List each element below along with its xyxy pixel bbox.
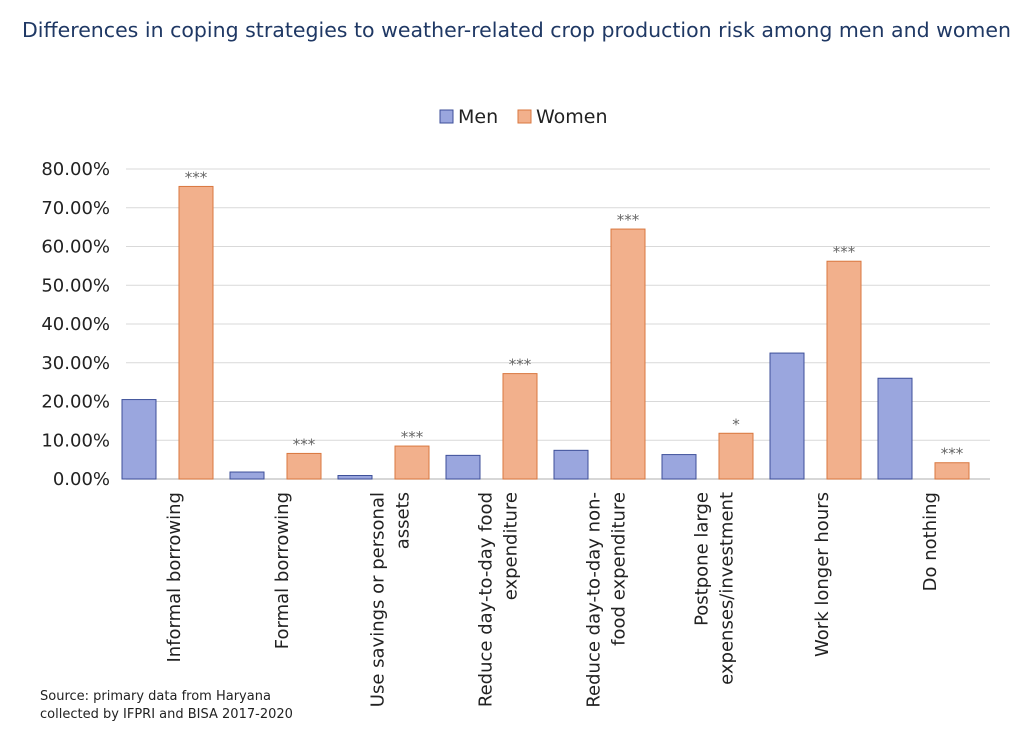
x-category-label-line: Formal borrowing [272,492,293,649]
y-tick-label: 60.00% [41,237,110,258]
x-category-label-line: Reduce day-to-day food [476,492,497,707]
x-category-label: Reduce day-to-day non-food expenditure [584,492,630,708]
source-note: Source: primary data from Haryana collec… [40,688,293,724]
significance-marker: *** [617,211,640,229]
x-category-label-line: food expenditure [609,492,630,646]
source-line-2: collected by IFPRI and BISA 2017-2020 [40,707,293,722]
y-tick-label: 80.00% [41,159,110,180]
bar-women [934,462,970,480]
bar-women [718,432,754,480]
x-category-label: Work longer hours [812,492,833,657]
x-category-label: Informal borrowing [164,492,185,663]
x-category-label-line: Do nothing [920,492,941,591]
bar-men [877,377,913,480]
x-category-label-line: Postpone large [692,492,713,626]
significance-marker: *** [833,243,856,261]
y-tick-label: 0.00% [53,469,110,490]
legend-swatch-women [517,109,532,124]
x-category-label: Postpone large expenses/investment [692,492,738,685]
significance-marker: *** [185,168,208,186]
bar-women [826,260,862,480]
bar-women [178,185,214,480]
bar-men [445,454,481,480]
x-category-label-line: Work longer hours [812,492,833,657]
x-category-label-line: Reduce day-to-day non- [584,492,605,708]
significance-marker: *** [509,356,532,374]
x-category-label: Do nothing [920,492,941,591]
x-category-label: Reduce day-to-day food expenditure [476,492,522,707]
x-category-label: Use savings or personal assets [368,492,414,707]
x-category-label-line: Informal borrowing [164,492,185,663]
y-tick-label: 70.00% [41,198,110,219]
significance-marker: *** [941,445,964,463]
bar-women [394,445,430,480]
y-tick-label: 50.00% [41,275,110,296]
x-category-label-line: assets [393,492,414,549]
y-tick-label: 20.00% [41,392,110,413]
y-tick-label: 30.00% [41,353,110,374]
legend-swatch-men [439,109,454,124]
bar-men [337,475,373,480]
bar-men [121,399,157,480]
x-category-label-line: expenditure [501,492,522,600]
bar-men [661,454,697,480]
y-tick-label: 10.00% [41,430,110,451]
bar-men [769,352,805,480]
y-tick-label: 40.00% [41,314,110,335]
chart-title: Differences in coping strategies to weat… [22,18,1011,42]
bar-men [229,471,265,480]
x-category-label: Formal borrowing [272,492,293,649]
significance-marker: *** [401,428,424,446]
significance-marker: *** [293,435,316,453]
bar-men [553,449,589,480]
x-category-label-line: expenses/investment [717,492,738,685]
legend-label-women: Women [536,106,608,128]
x-category-label-line: Use savings or personal [368,492,389,707]
bar-women [502,373,538,480]
source-line-1: Source: primary data from Haryana [40,689,271,704]
legend-label-men: Men [458,106,498,128]
bar-women [610,228,646,480]
bar-women [286,452,322,480]
significance-marker: * [732,415,740,433]
